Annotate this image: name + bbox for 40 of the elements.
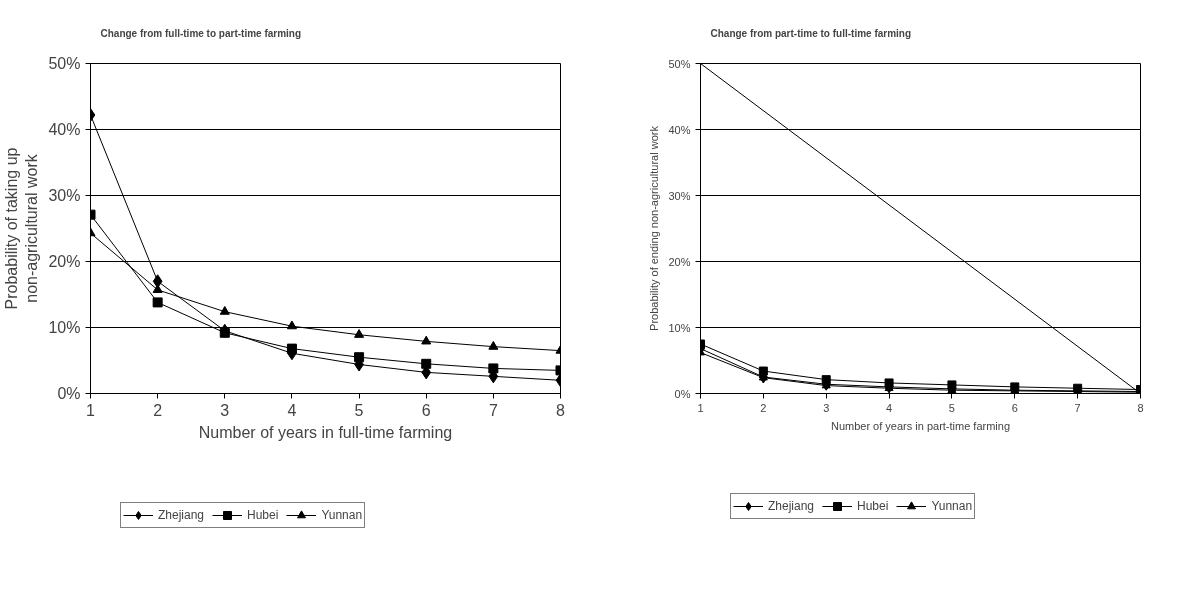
y-tick-label: 20% [48,253,81,270]
x-tick-label: 1 [697,401,704,414]
x-tick-label: 7 [488,401,498,419]
x-tick-label: 1 [86,401,96,419]
x-tick-label: 8 [1137,401,1144,414]
legend-label: Yunnan [321,508,363,522]
y-tick-label: 30% [668,189,691,202]
x-tick-label: 3 [220,401,230,419]
y-tick-label: 40% [668,123,691,136]
y-tick-label: 0% [674,387,691,400]
x-tick-label: 7 [1074,401,1081,414]
x-tick-label: 5 [354,401,364,419]
chart-title: Change from part-time to full-time farming [710,27,912,39]
legend-label: Zhejiang [158,508,205,522]
x-tick-label: 5 [948,401,955,414]
y-tick-label: 40% [48,121,81,138]
x-tick-label: 8 [556,401,566,419]
x-tick-label: 6 [1011,401,1018,414]
y-axis-title: Probability of taking up non-agricultural work [3,147,41,310]
x-tick-label: 2 [153,401,163,419]
x-tick-label: 2 [760,401,767,414]
legend-label: Hubei [857,499,889,513]
x-tick-label: 4 [287,401,297,419]
x-axis-title: Number of years in part-time farming [830,419,1011,432]
y-tick-label: 50% [668,57,691,70]
y-axis-title: Probability of ending non-agricultural work [648,125,661,331]
y-tick-label: 20% [668,255,691,268]
y-tick-label: 10% [668,321,691,334]
y-tick-label: 0% [57,385,81,402]
y-tick-label: 30% [48,187,81,204]
chart-title: Change from full-time to part-time farming [100,27,302,39]
legend-label: Yunnan [931,499,973,513]
legend-label: Hubei [247,508,279,522]
x-tick-label: 4 [886,401,893,414]
x-tick-label: 6 [421,401,431,419]
legend-label: Zhejiang [768,499,815,513]
y-tick-label: 10% [48,319,81,336]
y-tick-label: 50% [48,55,81,72]
x-axis-title: Number of years in full-time farming [198,423,453,441]
x-tick-label: 3 [823,401,830,414]
